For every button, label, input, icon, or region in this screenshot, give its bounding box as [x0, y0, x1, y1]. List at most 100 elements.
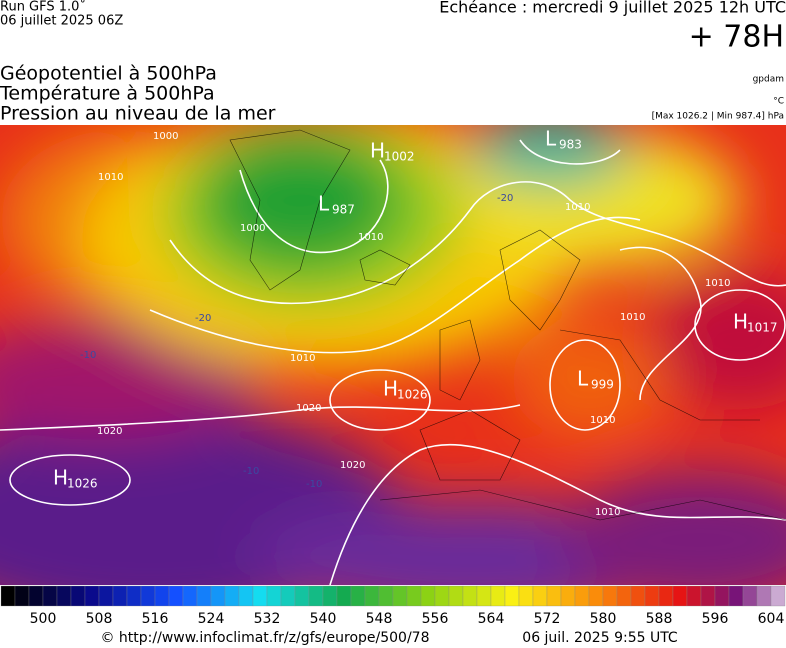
colorbar-swatch	[476, 585, 492, 607]
colorbar-label: 516	[142, 611, 169, 627]
colorbar-swatch	[224, 585, 240, 607]
colorbar-label: 524	[198, 611, 225, 627]
center-letter: H	[370, 139, 385, 163]
colorbar-swatch	[308, 585, 324, 607]
colorbar-swatch	[490, 585, 506, 607]
center-letter: H	[383, 377, 398, 401]
colorbar-swatch	[294, 585, 310, 607]
isobar-label: 1010	[705, 278, 730, 289]
colorbar-swatch	[434, 585, 450, 607]
colorbar-swatch	[266, 585, 282, 607]
colorbar-swatch	[28, 585, 44, 607]
center-letter: L	[318, 192, 330, 216]
colorbar-swatch	[616, 585, 632, 607]
run-date: 06 juillet 2025 06Z	[0, 14, 123, 29]
center-letter: H	[733, 310, 748, 334]
colorbar-label: 604	[758, 611, 785, 627]
title-line: Température à 500hPa	[0, 83, 215, 105]
colorbar-swatch	[154, 585, 170, 607]
colorbar-swatch	[658, 585, 674, 607]
colorbar-swatch	[742, 585, 758, 607]
colorbar-label: 540	[310, 611, 337, 627]
colorbar-swatch	[728, 585, 744, 607]
run-label: Run GFS 1.0˚	[0, 0, 86, 15]
colorbar-label: 500	[30, 611, 57, 627]
colorbar-label: 508	[86, 611, 113, 627]
temperature-label: -10	[80, 350, 96, 361]
isobar-label: 1000	[240, 223, 265, 234]
colorbar-swatch	[322, 585, 338, 607]
colorbar-swatch	[126, 585, 142, 607]
center-letter: H	[53, 466, 68, 490]
center-value: 983	[559, 138, 582, 152]
colorbar-swatch	[112, 585, 128, 607]
colorbar-swatch	[574, 585, 590, 607]
colorbar: 500 508 516 524 532 540 548 556 564 572 580 588 596 6…	[0, 585, 786, 627]
colorbar-swatch	[406, 585, 422, 607]
temperature-label: -20	[195, 313, 211, 324]
colorbar-swatch	[518, 585, 534, 607]
colorbar-swatch	[84, 585, 100, 607]
colorbar-swatch	[770, 585, 786, 607]
isobar-label: 1010	[290, 353, 315, 364]
isobar-label: 1010	[565, 202, 590, 213]
unit-label: °C	[773, 97, 784, 107]
colorbar-label: 572	[534, 611, 561, 627]
isobar-label: 1020	[97, 426, 122, 437]
isobar-label: 1020	[340, 460, 365, 471]
colorbar-label: 596	[702, 611, 729, 627]
colorbar-swatch	[588, 585, 604, 607]
colorbar-swatch	[672, 585, 688, 607]
colorbar-swatch	[644, 585, 660, 607]
center-value: 1017	[747, 321, 778, 335]
center-letter: L	[577, 367, 589, 391]
center-value: 999	[591, 378, 614, 392]
colorbar-swatch	[532, 585, 548, 607]
temperature-label: -10	[306, 479, 322, 490]
colorbar-swatch	[0, 585, 16, 607]
colorbar-label: 556	[422, 611, 449, 627]
colorbar-label: 588	[646, 611, 673, 627]
colorbar-swatch	[392, 585, 408, 607]
colorbar-label: 564	[478, 611, 505, 627]
colorbar-swatch	[686, 585, 702, 607]
isobar-label: 1000	[153, 131, 178, 142]
colorbar-swatch	[70, 585, 86, 607]
colorbar-swatch	[182, 585, 198, 607]
colorbar-swatch	[462, 585, 478, 607]
colorbar-swatch	[350, 585, 366, 607]
colorbar-swatch	[14, 585, 30, 607]
forecast-time: Echéance : mercredi 9 juillet 2025 12h U…	[439, 0, 786, 17]
temperature-label: -20	[497, 193, 513, 204]
colorbar-swatch	[714, 585, 730, 607]
isobar-label: 1010	[98, 172, 123, 183]
colorbar-swatch	[196, 585, 212, 607]
colorbar-swatch	[560, 585, 576, 607]
isobar-label: 1010	[595, 507, 620, 518]
colorbar-swatch	[602, 585, 618, 607]
isobar-label: 1020	[296, 403, 321, 414]
title-line: Pression au niveau de la mer	[0, 103, 276, 125]
colorbar-swatch	[238, 585, 254, 607]
colorbar-swatch	[252, 585, 268, 607]
colorbar-swatch	[56, 585, 72, 607]
unit-label: [Max 1026.2 | Min 987.4] hPa	[652, 112, 784, 122]
colorbar-swatch	[630, 585, 646, 607]
colorbar-swatch	[336, 585, 352, 607]
colorbar-swatch	[546, 585, 562, 607]
center-value: 1026	[397, 388, 428, 402]
colorbar-swatch	[364, 585, 380, 607]
isobar-label: 1010	[620, 312, 645, 323]
colorbar-label: 548	[366, 611, 393, 627]
colorbar-swatch	[448, 585, 464, 607]
map-field	[0, 125, 786, 585]
isobar-label: 1010	[358, 232, 383, 243]
title-line: Géopotentiel à 500hPa	[0, 63, 217, 85]
unit-label: gpdam	[753, 75, 784, 85]
center-value: 1026	[67, 477, 98, 491]
center-value: 987	[332, 203, 355, 217]
colorbar-swatch	[140, 585, 156, 607]
